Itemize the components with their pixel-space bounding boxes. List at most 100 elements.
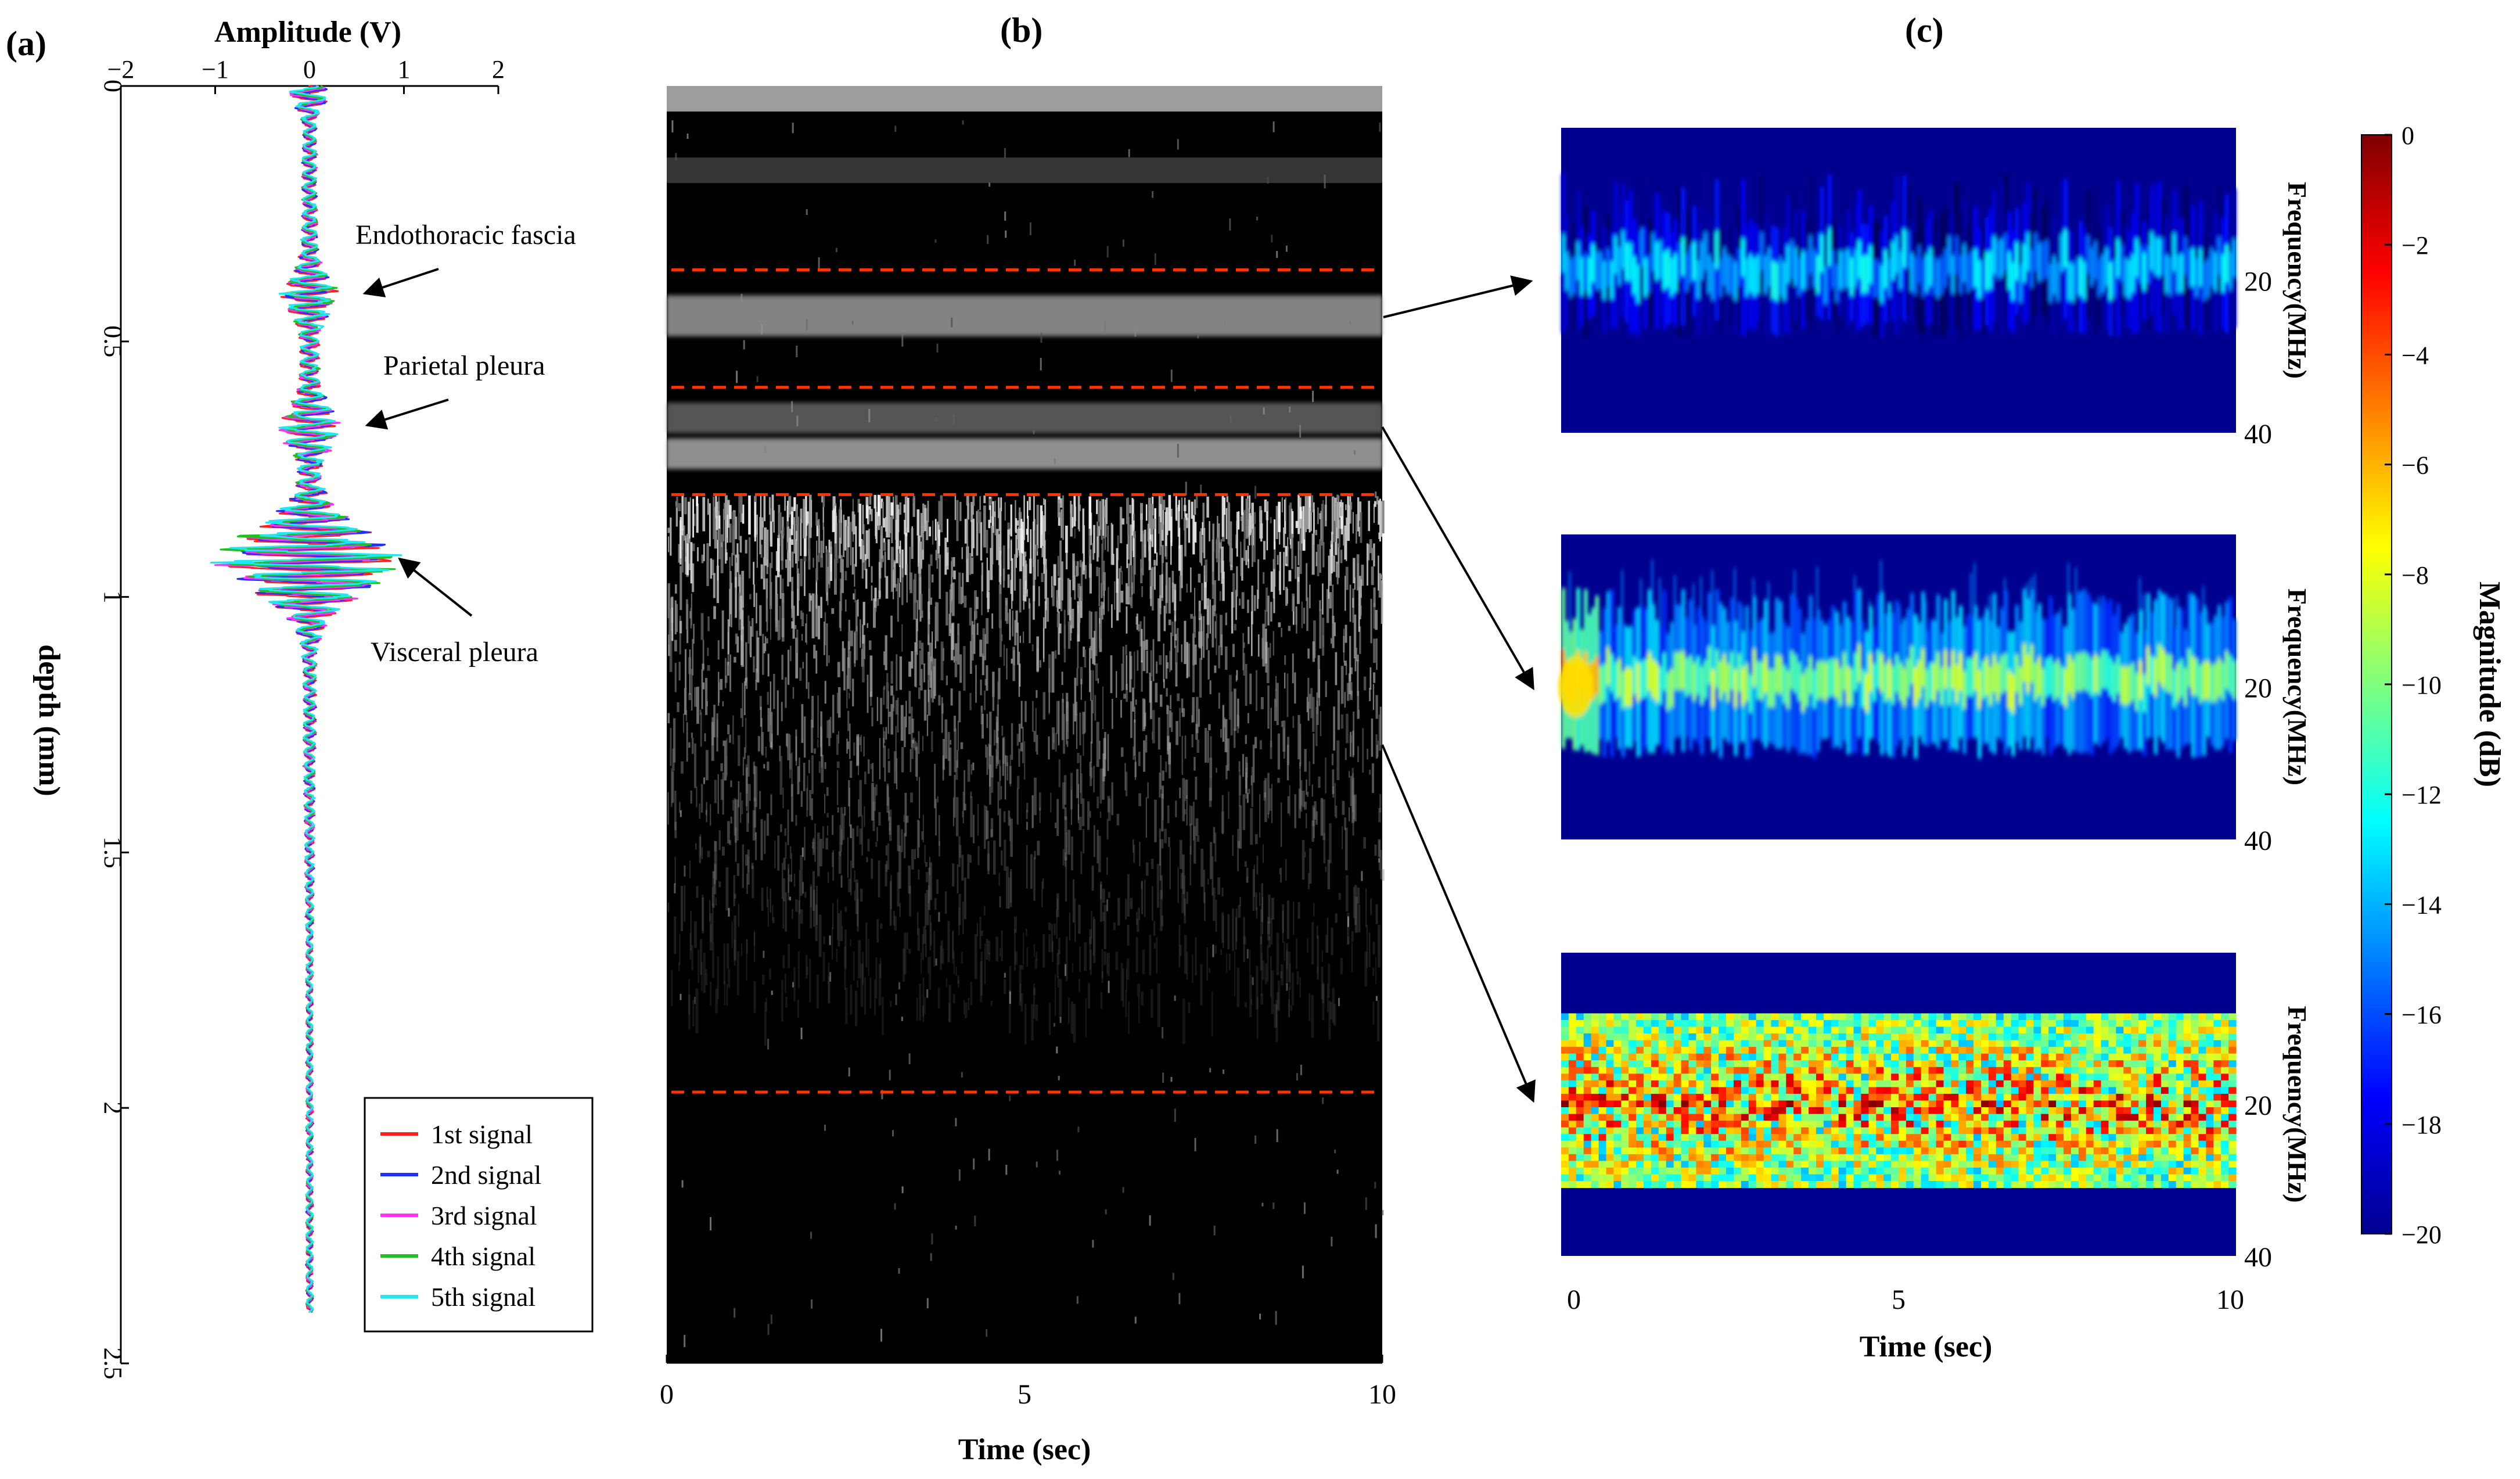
speckle	[918, 640, 922, 649]
energy-core	[2127, 665, 2132, 704]
speckle	[854, 870, 855, 882]
energy-cell	[1673, 1013, 1682, 1021]
speckle	[1148, 545, 1151, 561]
energy-cell	[1876, 1114, 1884, 1121]
energy-cell	[1809, 1033, 1817, 1041]
speckle	[834, 543, 837, 579]
speckle	[1130, 898, 1133, 909]
speckle	[1193, 616, 1196, 638]
energy-cell	[1899, 1154, 1907, 1161]
speckle	[1202, 527, 1204, 553]
speckle	[705, 974, 708, 985]
speckle	[674, 883, 676, 893]
energy-cell	[1913, 1174, 1922, 1182]
speckle	[1098, 534, 1099, 558]
speckle	[1343, 636, 1345, 653]
speckle	[1212, 571, 1214, 599]
energy-cell	[1928, 1060, 1937, 1068]
energy-cell	[1816, 1100, 1824, 1108]
energy-cell	[1868, 1114, 1876, 1121]
speckle	[1354, 577, 1356, 590]
energy-cell	[1778, 1134, 1786, 1141]
speckle	[1308, 993, 1311, 1022]
speckle	[718, 515, 721, 529]
energy-cell	[1921, 1127, 1929, 1135]
speckle	[1001, 850, 1003, 866]
speckle	[904, 533, 908, 575]
energy-core	[1583, 253, 1588, 291]
energy-cell	[1711, 1067, 1719, 1074]
energy-core	[1640, 228, 1645, 267]
speckle	[1019, 519, 1023, 553]
energy-core	[2026, 655, 2030, 693]
speckle	[1188, 1002, 1191, 1013]
speckle	[1266, 501, 1269, 520]
speckle	[811, 1299, 813, 1309]
energy-cell	[1636, 1127, 1644, 1135]
speckle	[1238, 716, 1240, 729]
energy-cell	[1763, 1127, 1772, 1135]
speckle	[1213, 1226, 1216, 1236]
speckle	[869, 655, 873, 697]
energy-cell	[1793, 1100, 1802, 1108]
speckle	[764, 527, 767, 566]
energy-cell	[1883, 1167, 1892, 1175]
speckle	[734, 893, 736, 899]
energy-spike	[2033, 573, 2036, 612]
speckle	[1247, 713, 1249, 724]
speckle	[1348, 673, 1351, 694]
x-tick-label: 5	[1018, 1379, 1031, 1410]
energy-cell	[1786, 1053, 1794, 1061]
speckle	[1218, 542, 1222, 549]
energy-cell	[1816, 1033, 1824, 1041]
speckle	[918, 820, 920, 848]
speckle	[1116, 579, 1119, 621]
speckle	[1235, 908, 1238, 942]
speckle	[1131, 582, 1133, 595]
speckle	[769, 563, 772, 583]
energy-core	[1741, 238, 1746, 277]
energy-cell	[1763, 1019, 1772, 1027]
speckle	[1105, 1209, 1107, 1215]
speckle	[922, 814, 924, 843]
energy-spike	[2067, 562, 2070, 594]
speckle	[1260, 697, 1264, 709]
speckle	[1174, 645, 1178, 665]
energy-core	[2007, 670, 2012, 709]
speckle	[1088, 496, 1092, 536]
speckle	[713, 606, 716, 619]
speckle	[987, 570, 989, 612]
speckle	[684, 885, 686, 922]
energy-core	[2138, 246, 2143, 284]
speckle	[803, 763, 806, 791]
energy-cell	[1861, 1167, 1869, 1175]
speckle	[1052, 586, 1055, 606]
energy-core	[2112, 663, 2117, 701]
energy-cell	[1831, 1167, 1839, 1175]
speckle	[1004, 148, 1006, 158]
energy-cell	[1583, 1161, 1592, 1168]
energy-core	[2168, 655, 2173, 693]
speckle	[767, 692, 769, 705]
speckle	[1105, 499, 1107, 537]
speckle	[748, 496, 751, 535]
energy-cell	[1666, 1174, 1674, 1182]
speckle	[1056, 799, 1059, 837]
speckle	[1088, 611, 1091, 639]
speckle	[897, 872, 900, 907]
speckle	[964, 803, 966, 810]
speckle	[1077, 495, 1080, 530]
energy-cell	[1868, 1134, 1876, 1141]
energy-cell	[1591, 1040, 1599, 1047]
speckle	[1336, 740, 1340, 780]
energy-cell	[1711, 1060, 1719, 1068]
energy-cell	[1906, 1121, 1914, 1128]
speckle	[889, 712, 891, 717]
speckle	[1150, 504, 1153, 535]
speckle	[890, 661, 893, 684]
speckle	[982, 628, 986, 656]
energy-cell	[1734, 1140, 1742, 1148]
energy-cell	[1734, 1154, 1742, 1161]
speckle	[1374, 501, 1376, 507]
speckle	[1232, 644, 1235, 657]
